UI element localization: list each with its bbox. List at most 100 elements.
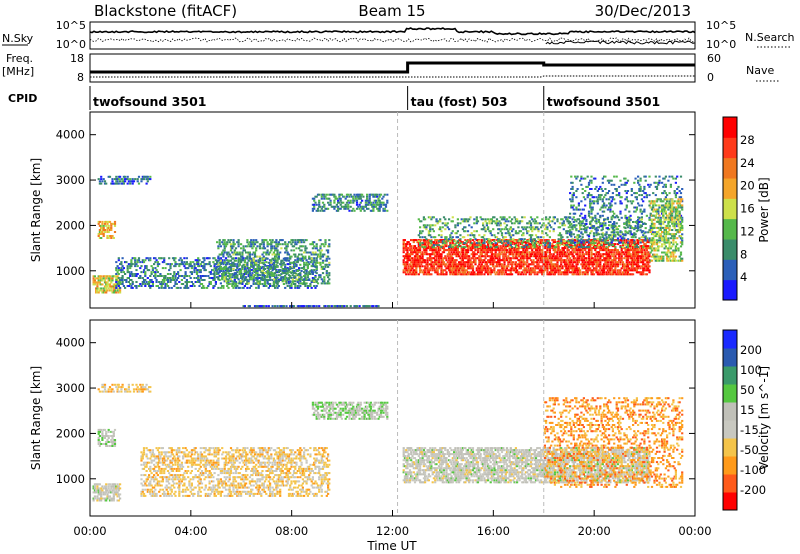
heatmap-cell — [280, 261, 283, 264]
heatmap-cell — [263, 259, 267, 262]
heatmap-cell — [134, 261, 137, 264]
heatmap-cell — [461, 247, 464, 250]
heatmap-cell — [483, 245, 486, 248]
heatmap-cell — [236, 267, 239, 270]
heatmap-cell — [416, 255, 419, 258]
heatmap-cell — [270, 265, 273, 268]
heatmap-cell — [348, 201, 351, 204]
heatmap-cell — [284, 278, 287, 281]
heatmap-cell — [269, 251, 272, 254]
heatmap-cell — [150, 279, 153, 281]
heatmap-cell — [334, 205, 337, 208]
heatmap-cell — [599, 257, 602, 260]
heatmap-cell — [465, 255, 468, 258]
heatmap-cell — [507, 242, 510, 245]
heatmap-cell — [292, 305, 296, 308]
heatmap-cell — [255, 305, 258, 308]
heatmap-cell — [453, 271, 456, 274]
heatmap-cell — [318, 255, 321, 258]
heatmap-cell — [552, 245, 555, 248]
heatmap-cell — [197, 259, 200, 262]
heatmap-cell — [342, 195, 345, 198]
heatmap-cell — [528, 257, 531, 260]
heatmap-cell — [502, 267, 505, 270]
heatmap-cell — [315, 305, 318, 308]
heatmap-cell — [247, 269, 250, 272]
heatmap-cell — [221, 278, 224, 281]
heatmap-cell — [276, 245, 279, 248]
heatmap-cell — [163, 261, 166, 264]
heatmap-cell — [419, 239, 422, 242]
heatmap-cell — [245, 269, 248, 272]
heatmap-cell — [533, 253, 536, 256]
heatmap-cell — [449, 249, 452, 252]
heatmap-cell — [473, 255, 476, 258]
heatmap-cell — [439, 228, 442, 231]
heatmap-cell — [318, 249, 321, 252]
heatmap-cell — [465, 251, 468, 254]
heatmap-cell — [513, 257, 516, 260]
heatmap-cell — [315, 261, 318, 264]
heatmap-cell — [576, 271, 579, 274]
heatmap-cell — [498, 255, 501, 258]
heatmap-cell — [540, 269, 543, 272]
heatmap-cell — [403, 257, 406, 260]
heatmap-cell — [253, 268, 257, 270]
heatmap-cell — [546, 245, 549, 248]
heatmap-cell — [413, 271, 417, 274]
heatmap-cell — [505, 265, 509, 268]
heatmap-cell — [117, 267, 120, 270]
heatmap-cell — [500, 251, 504, 254]
heatmap-cell — [231, 274, 234, 277]
heatmap-cell — [464, 273, 467, 276]
heatmap-cell — [572, 259, 575, 262]
heatmap-cell — [169, 277, 172, 279]
heatmap-cell — [502, 238, 505, 241]
heatmap-cell — [197, 269, 200, 272]
heatmap-cell — [305, 259, 308, 262]
heatmap-cell — [407, 253, 410, 256]
heatmap-cell — [284, 280, 287, 283]
heatmap-cell — [232, 257, 235, 260]
heatmap-cell — [96, 283, 99, 286]
heatmap-cell — [461, 253, 464, 256]
heatmap-cell — [296, 285, 299, 287]
heatmap-cell — [614, 267, 617, 270]
heatmap-cell — [256, 245, 259, 248]
heatmap-cell — [453, 259, 456, 262]
heatmap-cell — [236, 241, 239, 244]
heatmap-cell — [551, 239, 554, 242]
heatmap-cell — [216, 241, 219, 244]
heatmap-cell — [383, 209, 386, 212]
heatmap-cell — [595, 269, 598, 272]
heatmap-cell — [155, 269, 158, 272]
heatmap-cell — [232, 263, 235, 266]
heatmap-cell — [270, 259, 273, 262]
heatmap-cell — [485, 263, 488, 266]
heatmap-cell — [315, 259, 318, 262]
heatmap-cell — [121, 283, 124, 285]
heatmap-cell — [121, 277, 124, 279]
heatmap-cell — [407, 255, 410, 258]
heatmap-cell — [512, 238, 515, 241]
heatmap-cell — [512, 255, 515, 258]
heatmap-cell — [266, 282, 269, 285]
heatmap-cell — [517, 263, 520, 266]
heatmap-cell — [276, 280, 279, 283]
heatmap-cell — [474, 263, 477, 266]
heatmap-cell — [445, 267, 448, 270]
heatmap-cell — [376, 203, 379, 206]
heatmap-cell — [521, 242, 524, 245]
heatmap-cell — [502, 253, 505, 256]
heatmap-cell — [500, 232, 504, 235]
heatmap-cell — [261, 261, 264, 264]
heatmap-cell — [173, 257, 176, 260]
heatmap-cell — [106, 220, 109, 223]
heatmap-cell — [490, 247, 493, 250]
heatmap-cell — [550, 263, 553, 266]
heatmap-cell — [251, 274, 254, 277]
heatmap-cell — [276, 243, 279, 246]
heatmap-cell — [468, 239, 471, 242]
heatmap-cell — [556, 257, 559, 260]
heatmap-cell — [495, 249, 499, 252]
